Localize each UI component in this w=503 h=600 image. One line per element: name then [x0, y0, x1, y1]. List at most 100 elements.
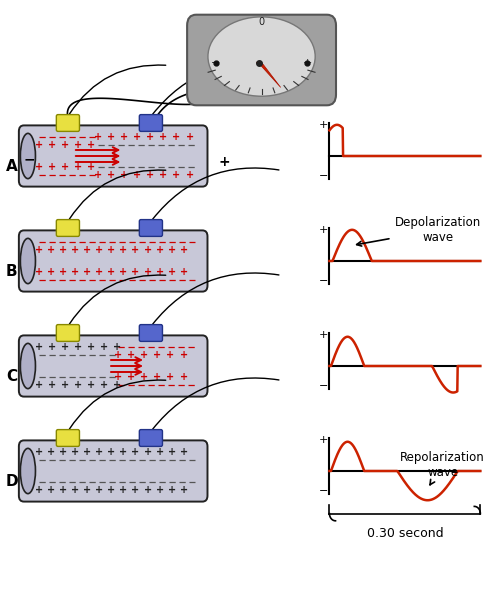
Text: 0.30 second: 0.30 second: [367, 527, 443, 540]
Text: +: +: [143, 485, 152, 494]
Text: +: +: [83, 267, 92, 277]
Polygon shape: [257, 62, 281, 88]
Text: +: +: [180, 267, 188, 277]
Text: +: +: [87, 380, 96, 389]
Text: +: +: [173, 133, 181, 142]
Ellipse shape: [208, 17, 315, 96]
Text: +: +: [155, 245, 164, 255]
FancyBboxPatch shape: [19, 125, 207, 187]
Text: +: +: [167, 448, 176, 457]
Text: +: +: [94, 170, 102, 179]
FancyBboxPatch shape: [19, 335, 207, 397]
Text: +: +: [83, 245, 92, 255]
Text: +: +: [119, 485, 128, 494]
Text: +: +: [87, 162, 96, 172]
Text: +: +: [303, 58, 312, 68]
FancyBboxPatch shape: [56, 430, 79, 446]
Text: +: +: [94, 133, 102, 142]
Text: +: +: [131, 267, 140, 277]
Text: −: −: [319, 381, 328, 391]
Text: +: +: [120, 133, 128, 142]
Text: +: +: [167, 267, 176, 277]
Text: +: +: [127, 350, 135, 360]
FancyBboxPatch shape: [139, 220, 162, 236]
Text: +: +: [140, 350, 148, 360]
Text: +: +: [186, 170, 194, 179]
Text: +: +: [87, 343, 96, 352]
Text: +: +: [131, 485, 140, 494]
Text: +: +: [74, 140, 82, 150]
Text: +: +: [218, 155, 230, 169]
Text: +: +: [74, 343, 82, 352]
Text: +: +: [143, 267, 152, 277]
Text: +: +: [59, 245, 67, 255]
Text: +: +: [119, 245, 128, 255]
Text: +: +: [127, 372, 135, 382]
Text: +: +: [159, 170, 167, 179]
Text: +: +: [119, 267, 128, 277]
Text: B: B: [6, 265, 18, 280]
Text: +: +: [107, 267, 116, 277]
Text: +: +: [61, 343, 69, 352]
Text: +: +: [35, 448, 43, 457]
Text: +: +: [95, 448, 104, 457]
Text: +: +: [107, 448, 116, 457]
FancyBboxPatch shape: [139, 325, 162, 341]
Text: +: +: [155, 485, 164, 494]
FancyBboxPatch shape: [56, 115, 79, 131]
Text: +: +: [35, 140, 43, 150]
Text: +: +: [319, 330, 328, 340]
Text: +: +: [87, 140, 96, 150]
Text: +: +: [71, 485, 79, 494]
Text: +: +: [143, 245, 152, 255]
Text: Repolarization
wave: Repolarization wave: [400, 451, 485, 485]
Text: +: +: [35, 485, 43, 494]
Text: +: +: [113, 380, 122, 389]
Text: +: +: [140, 372, 148, 382]
Text: +: +: [167, 245, 176, 255]
Text: +: +: [61, 140, 69, 150]
Ellipse shape: [21, 343, 35, 389]
FancyBboxPatch shape: [139, 430, 162, 446]
FancyBboxPatch shape: [139, 115, 162, 131]
Text: +: +: [61, 380, 69, 389]
Text: +: +: [120, 170, 128, 179]
Text: +: +: [59, 267, 67, 277]
Text: +: +: [131, 245, 140, 255]
Ellipse shape: [21, 133, 35, 179]
Text: +: +: [83, 485, 92, 494]
Text: +: +: [119, 448, 128, 457]
Text: +: +: [35, 267, 43, 277]
Text: −: −: [319, 486, 328, 496]
Text: +: +: [35, 380, 43, 389]
Text: Depolarization
wave: Depolarization wave: [357, 216, 481, 246]
FancyBboxPatch shape: [56, 220, 79, 236]
Text: +: +: [47, 485, 55, 494]
Text: +: +: [180, 485, 188, 494]
Text: +: +: [48, 343, 56, 352]
Text: +: +: [95, 245, 104, 255]
Text: +: +: [47, 267, 55, 277]
Ellipse shape: [21, 448, 35, 494]
Text: +: +: [71, 267, 79, 277]
Text: +: +: [35, 245, 43, 255]
Text: +: +: [95, 485, 104, 494]
FancyBboxPatch shape: [19, 440, 207, 502]
Text: −: −: [319, 171, 328, 181]
Text: +: +: [48, 380, 56, 389]
Text: +: +: [47, 448, 55, 457]
Text: +: +: [146, 133, 154, 142]
Text: +: +: [166, 372, 175, 382]
Text: +: +: [107, 133, 115, 142]
Text: +: +: [319, 435, 328, 445]
Text: +: +: [48, 162, 56, 172]
Text: +: +: [113, 343, 122, 352]
Text: +: +: [173, 170, 181, 179]
Text: +: +: [71, 245, 79, 255]
Text: +: +: [71, 448, 79, 457]
Text: +: +: [61, 162, 69, 172]
Text: +: +: [180, 448, 188, 457]
Text: +: +: [48, 140, 56, 150]
Text: +: +: [100, 380, 109, 389]
Text: 0: 0: [259, 17, 265, 27]
